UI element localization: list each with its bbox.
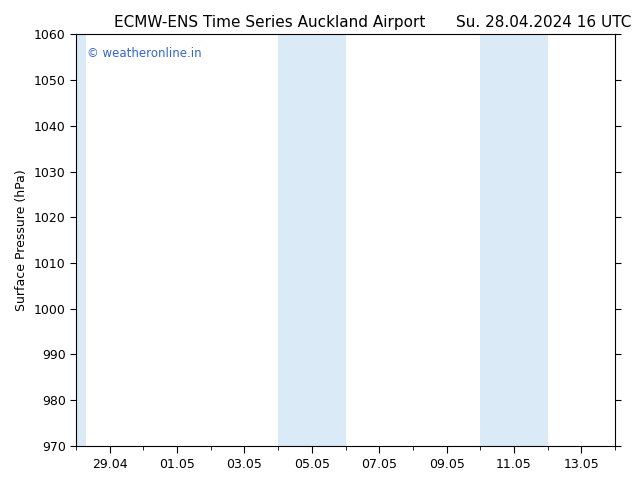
Text: Su. 28.04.2024 16 UTC: Su. 28.04.2024 16 UTC: [456, 15, 632, 30]
Y-axis label: Surface Pressure (hPa): Surface Pressure (hPa): [15, 169, 29, 311]
Bar: [76, 34, 86, 446]
Bar: [278, 34, 346, 446]
Text: ECMW-ENS Time Series Auckland Airport: ECMW-ENS Time Series Auckland Airport: [114, 15, 425, 30]
Text: © weatheronline.in: © weatheronline.in: [87, 47, 202, 60]
Bar: [480, 34, 548, 446]
